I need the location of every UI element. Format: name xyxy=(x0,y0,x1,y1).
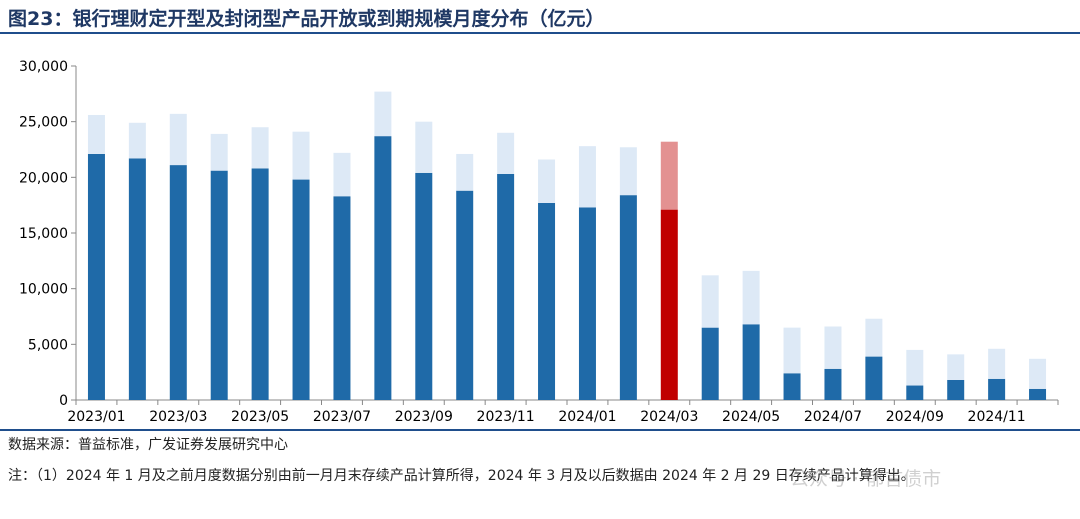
bar-upper-segment xyxy=(251,127,269,169)
chart-title: 图23：银行理财定开型及封闭型产品开放或到期规模月度分布（亿元） xyxy=(8,8,605,30)
bar-upper-segment xyxy=(333,152,351,197)
bar-lower-segment xyxy=(824,368,842,400)
bar-upper-segment xyxy=(497,132,515,174)
bar-lower-segment xyxy=(456,190,474,400)
x-tick-label: 2023/05 xyxy=(231,409,289,425)
x-tick-label: 2024/11 xyxy=(968,409,1026,425)
bar-lower-segment xyxy=(128,158,146,400)
y-tick-label: 5,000 xyxy=(28,337,68,353)
bar-lower-segment xyxy=(947,379,965,400)
y-tick-label: 15,000 xyxy=(19,226,68,242)
y-tick-label: 20,000 xyxy=(19,170,68,186)
bar-upper-segment xyxy=(660,141,678,210)
x-tick-label: 2024/03 xyxy=(640,409,698,425)
bar-upper-segment xyxy=(415,121,433,173)
bar-lower-segment xyxy=(701,327,719,400)
bar-upper-segment xyxy=(824,326,842,369)
bar-upper-segment xyxy=(374,91,392,137)
y-tick-label: 25,000 xyxy=(19,115,68,131)
bar-lower-segment xyxy=(742,324,760,400)
bar-upper-segment xyxy=(292,131,310,180)
bar-upper-segment xyxy=(1029,358,1047,389)
x-tick-label: 2023/07 xyxy=(313,409,371,425)
bar-upper-segment xyxy=(742,270,760,325)
x-tick-label: 2023/01 xyxy=(67,409,125,425)
bar-upper-segment xyxy=(456,153,474,191)
x-tick-label: 2023/11 xyxy=(477,409,535,425)
x-tick-label: 2023/09 xyxy=(395,409,453,425)
title-bar: 图23：银行理财定开型及封闭型产品开放或到期规模月度分布（亿元） xyxy=(0,0,1080,34)
bar-lower-segment xyxy=(333,196,351,400)
bar-lower-segment xyxy=(538,202,556,400)
watermark: 公众号 · 郁言债市 xyxy=(790,468,942,490)
bar-lower-segment xyxy=(783,373,801,400)
bar-upper-segment xyxy=(906,349,924,386)
bar-lower-segment xyxy=(660,209,678,400)
bar-upper-segment xyxy=(169,113,187,166)
bar-lower-segment xyxy=(497,173,515,400)
bar-upper-segment xyxy=(701,275,719,328)
bar-lower-segment xyxy=(415,172,433,400)
x-tick-label: 2024/01 xyxy=(558,409,616,425)
bar-lower-segment xyxy=(210,170,228,400)
bar-lower-segment xyxy=(251,168,269,400)
bar-upper-segment xyxy=(619,147,637,196)
bar-upper-segment xyxy=(87,114,105,154)
bar-lower-segment xyxy=(1029,388,1047,400)
bar-upper-segment xyxy=(538,159,556,203)
bar-lower-segment xyxy=(578,207,596,400)
y-tick-label: 0 xyxy=(59,393,68,409)
bar-lower-segment xyxy=(906,385,924,400)
bar-chart: 0 5,000 10,000 15,000 20,000 25,000 30,000 2023… xyxy=(19,59,1059,425)
y-tick-label: 30,000 xyxy=(19,59,68,75)
bar-upper-segment xyxy=(578,146,596,208)
x-tick-label: 2024/09 xyxy=(886,409,944,425)
bar-upper-segment xyxy=(128,122,146,159)
x-tick-label: 2024/07 xyxy=(804,409,862,425)
bottom-rule xyxy=(0,429,1080,431)
x-tick-label: 2023/03 xyxy=(149,409,207,425)
bar-lower-segment xyxy=(988,378,1006,400)
bar-upper-segment xyxy=(210,133,228,171)
bar-upper-segment xyxy=(988,348,1006,379)
x-tick-label: 2024/05 xyxy=(722,409,780,425)
bar-lower-segment xyxy=(865,356,883,400)
footnote: 注：（1）2024 年 1 月及之前月度数据分别由前一月月末存续产品计算所得，2… xyxy=(8,468,915,484)
bar-lower-segment xyxy=(619,195,637,400)
bar-upper-segment xyxy=(783,327,801,374)
y-tick-label: 10,000 xyxy=(19,282,68,298)
bar-lower-segment xyxy=(292,179,310,400)
bar-upper-segment xyxy=(865,318,883,357)
bar-lower-segment xyxy=(87,153,105,400)
bar-lower-segment xyxy=(374,136,392,400)
bar-lower-segment xyxy=(169,165,187,400)
bar-upper-segment xyxy=(947,354,965,380)
data-source: 数据来源：普益标准，广发证券发展研究中心 xyxy=(8,437,288,453)
